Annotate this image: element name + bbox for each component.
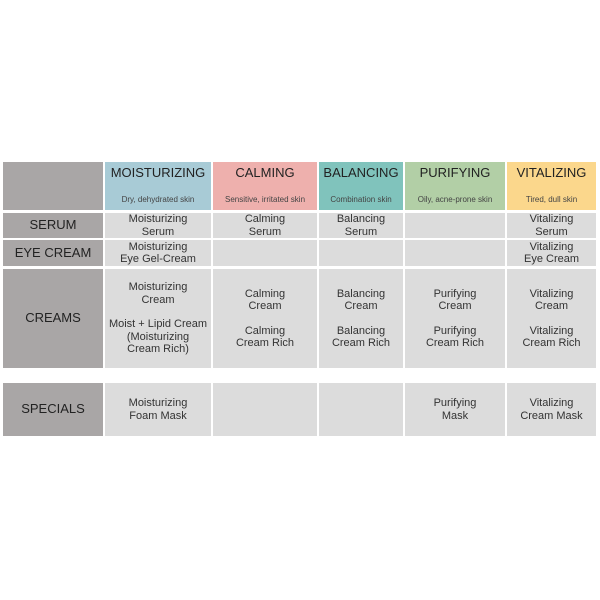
column-header: CALMING Sensitive, irritated skin [213,162,317,210]
cell-text: Purifying [433,287,477,300]
cell-text: Mask [441,409,469,422]
cell-text: Eye Gel-Cream [120,253,196,265]
column-header: PURIFYING Oily, acne-prone skin [405,162,505,210]
cell-text: Balancing [336,287,386,300]
column-subtitle: Dry, dehydrated skin [121,194,195,204]
cell-text: Moisturizing [128,240,188,253]
column-title: MOISTURIZING [110,165,206,180]
table-cell: Vitalizing Eye Cream [507,240,596,266]
cell-text: Serum [535,225,568,238]
table-cell: Moisturizing Eye Gel-Cream [105,240,211,266]
cell-text: Cream Rich) [127,343,189,356]
cell-text: Eye Cream [523,253,580,265]
cell-text: Cream [438,300,472,312]
table-cell [213,383,317,436]
cell-text: Purifying [433,397,477,409]
row-label: SERUM [3,213,103,238]
table-cell: Balancing Cream Balancing Cream Rich [319,269,403,368]
cell-text: Calming [244,324,286,337]
column-header: VITALIZING Tired, dull skin [507,162,596,210]
cell-text: (Moisturizing [126,330,190,343]
table-cell: Moisturizing Foam Mask [105,383,211,436]
column-title: PURIFYING [419,165,491,180]
cell-text: Vitalizing [529,240,574,253]
cell-text: Calming [244,213,286,225]
table-cell [213,240,317,266]
cell-text: Cream [534,300,568,312]
column-subtitle: Tired, dull skin [525,194,578,204]
cell-text: Vitalizing [529,213,574,225]
column-subtitle: Combination skin [330,194,392,204]
cell-text: Balancing [336,213,386,225]
cell-text: Cream Rich [425,337,485,349]
table-cell: Purifying Cream Purifying Cream Rich [405,269,505,368]
cell-text: Vitalizing [529,324,574,337]
cell-text: Moisturizing [128,281,188,294]
column-header: MOISTURIZING Dry, dehydrated skin [105,162,211,210]
row-label: EYE CREAM [3,240,103,266]
cell-text: Cream [344,300,378,312]
row-label: CREAMS [3,269,103,368]
table-cell: Calming Serum [213,213,317,238]
table-cell: Moisturizing Serum [105,213,211,238]
cell-text: Cream Rich [235,337,295,349]
table-cell [319,240,403,266]
column-title: CALMING [235,165,295,180]
cell-text: Serum [248,225,282,238]
cell-text: Vitalizing [529,397,574,409]
table-cell: Vitalizing Cream Vitalizing Cream Rich [507,269,596,368]
table-cell: Moisturizing Cream Moist + Lipid Cream (Moi… [105,269,211,368]
table-cell: Vitalizing Cream Mask [507,383,596,436]
cell-text: Moist + Lipid Cream [108,318,208,331]
cell-text: Purifying [433,324,477,337]
cell-text: Cream Rich [331,337,391,349]
table-cell: Balancing Serum [319,213,403,238]
cell-text: Serum [344,225,378,238]
table-cell [405,213,505,238]
header-corner [3,162,103,210]
cell-text: Balancing [336,324,386,337]
column-header: BALANCING Combination skin [319,162,403,210]
cell-text: Vitalizing [529,287,574,300]
table-cell: Vitalizing Serum [507,213,596,238]
cell-text: Serum [141,225,175,238]
row-label: SPECIALS [3,383,103,436]
column-title: BALANCING [323,165,399,180]
table-cell: Purifying Mask [405,383,505,436]
table-cell: Calming Cream Calming Cream Rich [213,269,317,368]
cell-text: Cream [248,300,282,312]
cell-text: Calming [244,287,286,300]
cell-text: Moisturizing [128,213,188,225]
column-subtitle: Sensitive, irritated skin [224,194,306,204]
cell-text: Moisturizing [128,397,188,409]
cell-text: Foam Mask [129,409,187,422]
column-title: VITALIZING [516,165,587,180]
table-cell [319,383,403,436]
table-cell [405,240,505,266]
cell-text: Cream Rich [522,337,581,349]
cell-text: Cream [141,293,175,306]
column-subtitle: Oily, acne-prone skin [417,194,493,204]
cell-text: Cream Mask [520,409,583,422]
